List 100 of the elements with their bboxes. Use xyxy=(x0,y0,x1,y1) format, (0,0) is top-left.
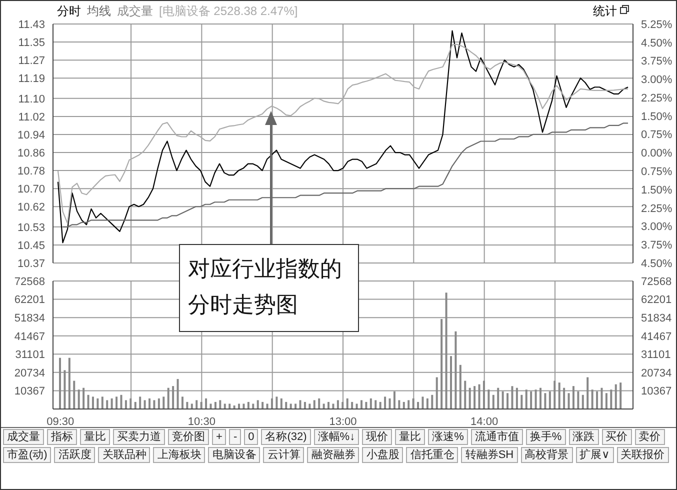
bar xyxy=(454,331,457,409)
y2-tick-label: 5.25% xyxy=(641,18,672,31)
bar xyxy=(214,402,216,409)
y2-tick-label: 3.00% xyxy=(641,221,672,234)
y2-tick-label: 0.75% xyxy=(641,129,672,142)
bar xyxy=(351,402,354,409)
bar xyxy=(276,396,278,409)
bar xyxy=(596,391,598,409)
bar xyxy=(450,356,452,409)
bar xyxy=(290,404,292,409)
text: 融资融券 xyxy=(307,447,360,463)
bar xyxy=(384,396,386,409)
bar xyxy=(548,391,551,409)
bar xyxy=(336,400,339,409)
bar xyxy=(388,398,391,409)
text: 活跃度 xyxy=(54,447,96,463)
bar xyxy=(520,394,523,409)
y2-tick-label: 20734 xyxy=(641,367,672,380)
y-tick-label: 11.02 xyxy=(18,111,45,124)
bar xyxy=(620,382,622,409)
bar xyxy=(402,402,405,409)
text: 市盈(动) xyxy=(3,447,52,463)
y-tick-label: 10.45 xyxy=(17,240,45,252)
text: 关联报价 xyxy=(616,447,669,463)
y2-tick-label: 51834 xyxy=(641,312,672,324)
y-tick-label: 10.53 xyxy=(17,222,45,234)
text: 现价 xyxy=(362,429,392,445)
bar xyxy=(610,390,612,409)
bar xyxy=(134,402,136,409)
bar xyxy=(417,402,420,409)
bar xyxy=(379,402,382,409)
bar xyxy=(502,391,504,409)
bar xyxy=(299,400,302,409)
bar xyxy=(468,388,471,409)
bar xyxy=(242,404,245,409)
y2-tick-label: 0.75% xyxy=(641,166,672,178)
x-tick-label: 09:30 xyxy=(46,416,74,428)
bar xyxy=(492,394,494,409)
text: 0 xyxy=(244,429,258,445)
y2-tick-label: 1.50% xyxy=(641,184,672,196)
bar xyxy=(92,396,94,409)
text: 成交量 xyxy=(3,429,44,445)
bar xyxy=(313,400,316,409)
bar xyxy=(554,380,556,409)
bar xyxy=(436,377,438,409)
bar xyxy=(440,319,443,409)
bar xyxy=(445,292,448,409)
text: 涨跌 xyxy=(568,429,599,445)
x-tick-label: 10:30 xyxy=(188,416,216,428)
y-tick-label: 11.10 xyxy=(18,93,45,106)
bar xyxy=(228,404,231,409)
bar xyxy=(506,393,509,409)
y-tick-label: 10367 xyxy=(14,386,45,398)
text: - xyxy=(229,429,242,445)
bar xyxy=(304,402,306,409)
bar xyxy=(186,402,188,409)
text: 买卖力道 xyxy=(113,429,165,445)
bar xyxy=(280,398,282,409)
y-tick-label: 10.62 xyxy=(17,202,45,214)
y2-tick-label: 62201 xyxy=(641,294,672,306)
y-tick-label: 41467 xyxy=(14,330,45,343)
bar xyxy=(219,400,222,409)
bar xyxy=(158,398,160,409)
bar xyxy=(144,400,146,409)
bar xyxy=(572,386,574,409)
text: 流通市值 xyxy=(470,429,523,445)
y-tick-label: 11.43 xyxy=(18,18,45,31)
bar xyxy=(614,384,617,409)
x-tick-label: 14:00 xyxy=(470,416,498,428)
bar xyxy=(605,393,608,409)
bar xyxy=(408,400,410,409)
bar xyxy=(130,398,132,409)
x-tick-label: 13:00 xyxy=(329,416,357,428)
y-tick-label: 10.70 xyxy=(17,184,45,196)
bar xyxy=(294,404,297,409)
y-tick-label: 62201 xyxy=(14,294,45,306)
bar xyxy=(322,404,325,409)
y-tick-label: 10.86 xyxy=(17,147,45,160)
bar xyxy=(568,393,570,409)
bar xyxy=(370,398,372,409)
bar xyxy=(252,404,254,409)
bar xyxy=(464,380,466,409)
bar xyxy=(482,380,485,409)
bar xyxy=(224,404,226,409)
text: 信托重仓 xyxy=(406,447,458,463)
text: 量比 xyxy=(80,429,110,445)
text: 换手% xyxy=(526,429,566,445)
y-tick-label: 51834 xyxy=(14,312,45,324)
y-tick-label: 10.78 xyxy=(17,165,45,178)
bar xyxy=(412,398,414,409)
text: 统计 xyxy=(593,3,617,20)
text: 上海板块 xyxy=(153,447,206,463)
y2-tick-label: 3.75% xyxy=(641,56,672,68)
bar xyxy=(176,379,179,409)
line-series xyxy=(62,122,629,228)
annotation: 对应行业指数的分时走势图 xyxy=(179,244,359,332)
bar xyxy=(591,390,594,409)
bar xyxy=(59,358,61,409)
bar xyxy=(238,404,240,409)
text: 成交量 xyxy=(117,3,153,18)
